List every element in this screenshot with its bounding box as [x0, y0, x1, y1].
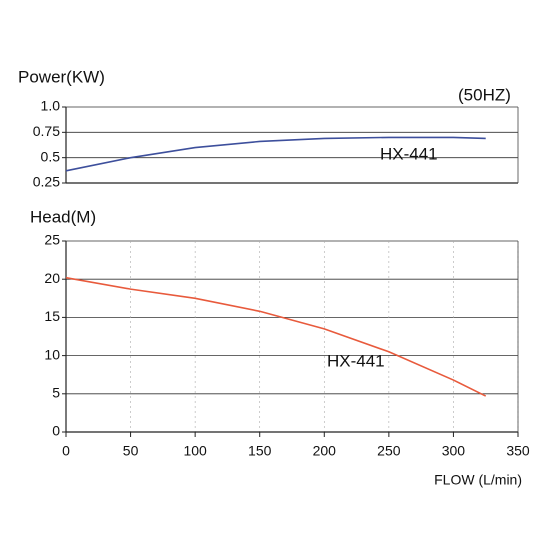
x-tick-label: 50 [123, 443, 139, 459]
x-tick-label: 200 [313, 443, 337, 459]
frequency-subtitle: (50HZ) [458, 85, 511, 104]
y-tick-label: 0.25 [33, 174, 60, 190]
x-tick-label: 100 [183, 443, 207, 459]
y-tick-label: 25 [44, 232, 60, 248]
series-line [65, 136, 486, 172]
x-tick-label: 0 [62, 443, 70, 459]
x-axis-label: FLOW (L/min) [434, 472, 522, 488]
series-line [65, 276, 487, 397]
series-label: HX-441 [380, 144, 438, 163]
y-tick-label: 0.5 [41, 148, 61, 164]
x-tick-label: 300 [442, 443, 466, 459]
x-tick-label: 250 [377, 443, 401, 459]
y-tick-label: 15 [44, 308, 60, 324]
y-tick-label: 0 [52, 423, 60, 439]
x-tick-label: 350 [506, 443, 530, 459]
power-title: Power(KW) [18, 67, 105, 86]
y-tick-label: 0.75 [33, 123, 60, 139]
head-title: Head(M) [30, 207, 96, 226]
x-tick-label: 150 [248, 443, 272, 459]
y-tick-label: 20 [44, 270, 60, 286]
y-tick-label: 1.0 [41, 98, 61, 114]
series-label: HX-441 [327, 351, 385, 370]
y-tick-label: 5 [52, 385, 60, 401]
y-tick-label: 10 [44, 346, 60, 362]
